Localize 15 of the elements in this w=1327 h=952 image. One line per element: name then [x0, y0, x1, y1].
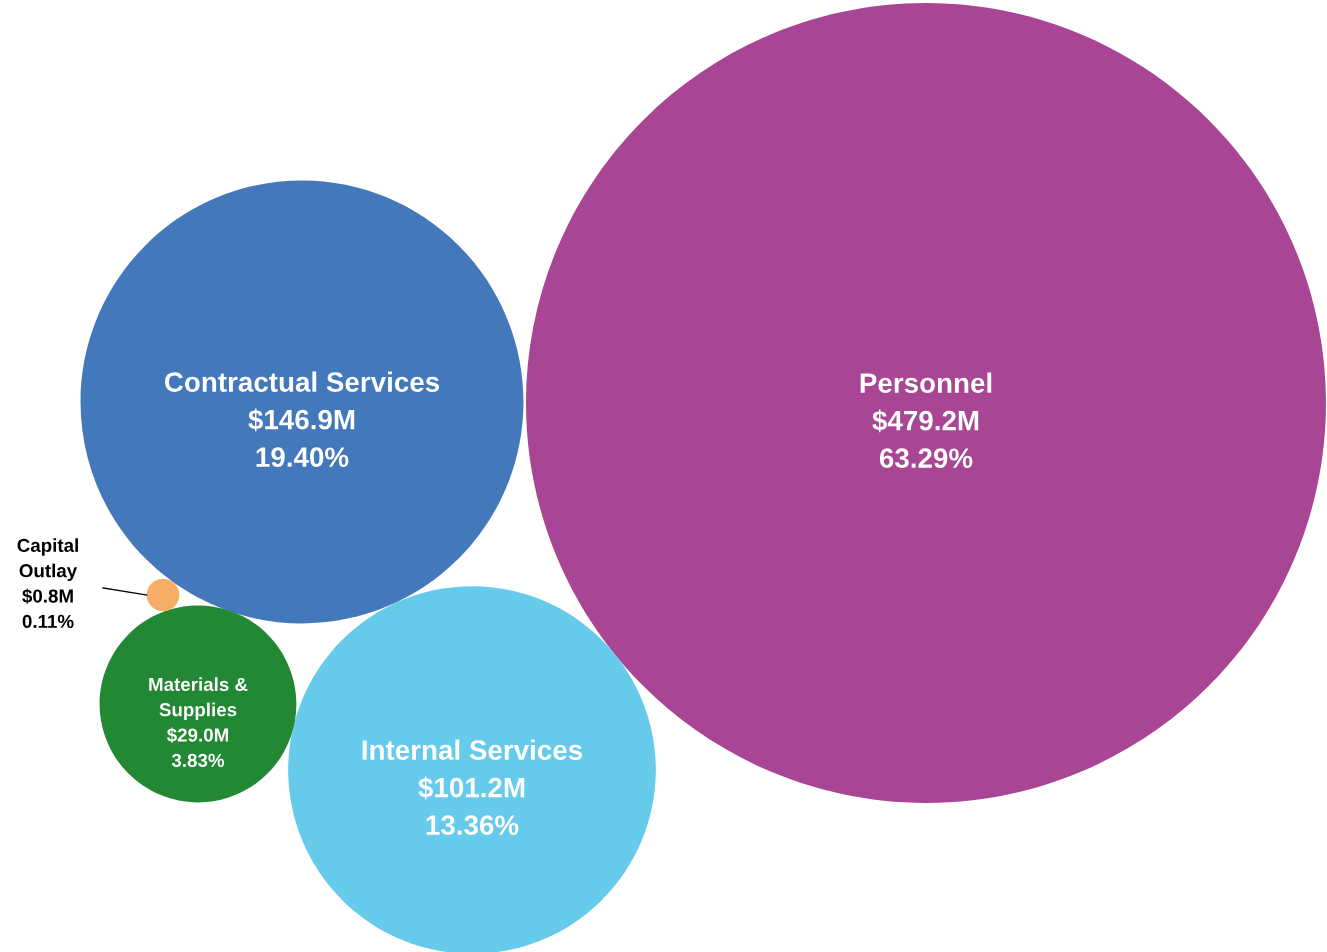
category-label: Contractual Services — [164, 371, 440, 392]
text: 0.11% — [22, 614, 74, 629]
data-label: $101.2M — [418, 776, 525, 800]
text: 63.29% — [879, 448, 973, 469]
data-label: $29.0M — [166, 727, 229, 743]
text: 13.36% — [426, 815, 519, 836]
category-label: Materials & Supplies — [149, 677, 248, 721]
category-label: Personnel — [860, 372, 992, 393]
category-label: Capital Outlay — [17, 538, 78, 582]
data-label: $479.2M — [872, 409, 979, 433]
data-label: $0.8M — [22, 588, 73, 604]
data-label: $146.9M — [248, 408, 355, 432]
category-label: Internal Services — [362, 739, 583, 760]
text: 19.40% — [256, 447, 349, 467]
text: 3.83% — [171, 753, 225, 768]
